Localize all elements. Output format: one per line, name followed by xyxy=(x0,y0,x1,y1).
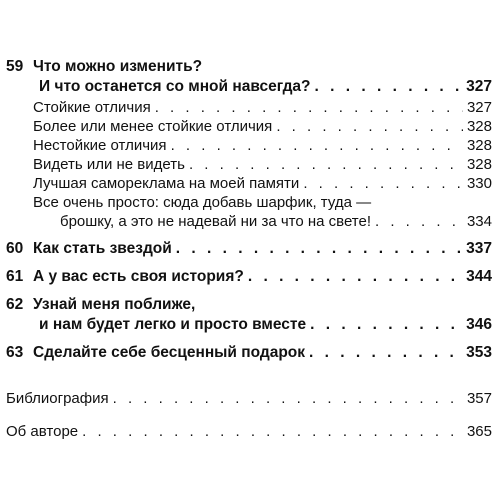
sub-title: Нестойкие отличия xyxy=(33,137,167,154)
leader-dots: . . . . . . . . . . . . . . . . . . . . … xyxy=(82,423,463,440)
page-number: 328 xyxy=(466,137,492,154)
chapter-number: 59 xyxy=(6,58,24,75)
chapter-title: А у вас есть своя история? xyxy=(33,268,244,285)
toc-sub-entry-multiline-line2[interactable]: брошку, а это не надевай ни за что на св… xyxy=(0,213,500,230)
toc-back-entry-about-author[interactable]: Об авторе . . . . . . . . . . . . . . . … xyxy=(0,423,500,440)
page-number: 328 xyxy=(466,118,492,135)
page-number: 328 xyxy=(466,156,492,173)
leader-dots: . . . . . . . . . . . . . . . . . . . . … xyxy=(112,390,463,407)
back-title: Об авторе xyxy=(6,423,79,440)
leader-dots: . . . . . . . . . . . . . . . . . . . . … xyxy=(276,118,463,135)
sub-title: Более или менее стойкие отличия xyxy=(33,118,273,135)
chapter-title: и нам будет легко и просто вместе xyxy=(39,316,307,333)
toc-chapter-62-line1: 62 Узнай меня поближе, xyxy=(0,296,500,314)
page-number: 344 xyxy=(466,268,492,285)
page-number: 365 xyxy=(466,423,492,440)
leader-dots: . . . . . . . . . . . . . . . . . . . . … xyxy=(309,344,462,361)
toc-chapter-62-line2[interactable]: и нам будет легко и просто вместе . . . … xyxy=(0,316,500,334)
leader-dots: . . . . . . . . . . . . . . . . . . . . … xyxy=(188,156,463,173)
page-number: 330 xyxy=(466,175,492,192)
sub-title: Стойкие отличия xyxy=(33,99,151,116)
leader-dots: . . . . . . . . . . . . . . . . . . . . … xyxy=(154,99,463,116)
back-title: Библиография xyxy=(6,390,109,407)
sub-title: Лучшая самореклама на моей памяти xyxy=(33,175,300,192)
toc-chapter-61[interactable]: 61 А у вас есть своя история? . . . . . … xyxy=(0,268,500,286)
toc-sub-entry[interactable]: Видеть или не видеть . . . . . . . . . .… xyxy=(0,156,500,173)
toc-sub-entry[interactable]: Стойкие отличия . . . . . . . . . . . . … xyxy=(0,99,500,116)
page-number: 327 xyxy=(466,78,492,95)
leader-dots: . . . . . . . . . . . . . . . . . . . . … xyxy=(247,268,462,285)
chapter-number: 61 xyxy=(6,268,24,285)
leader-dots: . . . . . . . . . . . . . . . . . . . . … xyxy=(170,137,463,154)
page-number: 327 xyxy=(466,99,492,116)
toc-sub-entry-multiline-line1: Все очень просто: сюда добавь шарфик, ту… xyxy=(0,194,500,211)
page-number: 346 xyxy=(466,316,492,333)
chapter-title: Как стать звездой xyxy=(33,240,172,257)
chapter-number: 63 xyxy=(6,344,24,361)
toc-chapter-59-line2[interactable]: И что останется со мной навсегда? . . . … xyxy=(0,78,500,96)
chapter-title: Узнай меня поближе, xyxy=(33,296,196,313)
leader-dots: . . . . . . . . . . . . . . . . . . . . … xyxy=(310,316,462,333)
chapter-title: Сделайте себе бесценный подарок xyxy=(33,344,306,361)
page-number: 334 xyxy=(466,213,492,230)
page-number: 357 xyxy=(466,390,492,407)
sub-title: Все очень просто: сюда добавь шарфик, ту… xyxy=(33,194,372,211)
chapter-title: И что останется со мной навсегда? xyxy=(39,78,311,95)
toc-sub-entry[interactable]: Более или менее стойкие отличия . . . . … xyxy=(0,118,500,135)
toc-chapter-63[interactable]: 63 Сделайте себе бесценный подарок . . .… xyxy=(0,344,500,362)
leader-dots: . . . . . . . . . . . . xyxy=(375,213,463,230)
toc-back-entry-bibliography[interactable]: Библиография . . . . . . . . . . . . . .… xyxy=(0,390,500,407)
toc-chapter-59-line1: 59 Что можно изменить? xyxy=(0,58,500,76)
chapter-number: 60 xyxy=(6,240,24,257)
page-number: 337 xyxy=(466,240,492,257)
toc-sub-entry[interactable]: Лучшая самореклама на моей памяти . . . … xyxy=(0,175,500,192)
leader-dots: . . . . . . . . . . . . . . . . . . . . … xyxy=(314,78,463,95)
toc-sub-entry[interactable]: Нестойкие отличия . . . . . . . . . . . … xyxy=(0,137,500,154)
chapter-title: Что можно изменить? xyxy=(33,58,203,75)
sub-title: брошку, а это не надевай ни за что на св… xyxy=(60,213,372,230)
leader-dots: . . . . . . . . . . . . . . . . . . . . … xyxy=(175,240,462,257)
sub-title: Видеть или не видеть xyxy=(33,156,185,173)
toc-chapter-60[interactable]: 60 Как стать звездой . . . . . . . . . .… xyxy=(0,240,500,258)
leader-dots: . . . . . . . . . . . . . . . . . . . . … xyxy=(303,175,463,192)
page-number: 353 xyxy=(466,344,492,361)
chapter-number: 62 xyxy=(6,296,24,313)
